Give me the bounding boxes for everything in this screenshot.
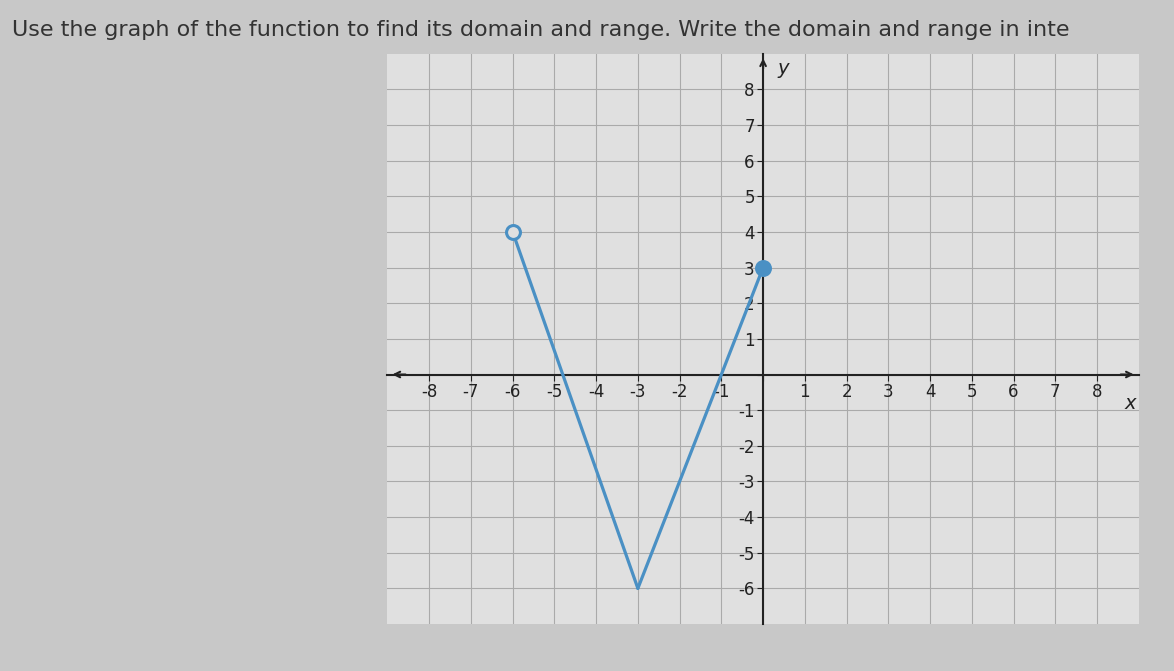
Text: Use the graph of the function to find its domain and range. Write the domain and: Use the graph of the function to find it…	[12, 20, 1070, 40]
Text: x: x	[1125, 394, 1136, 413]
Text: y: y	[777, 59, 789, 78]
